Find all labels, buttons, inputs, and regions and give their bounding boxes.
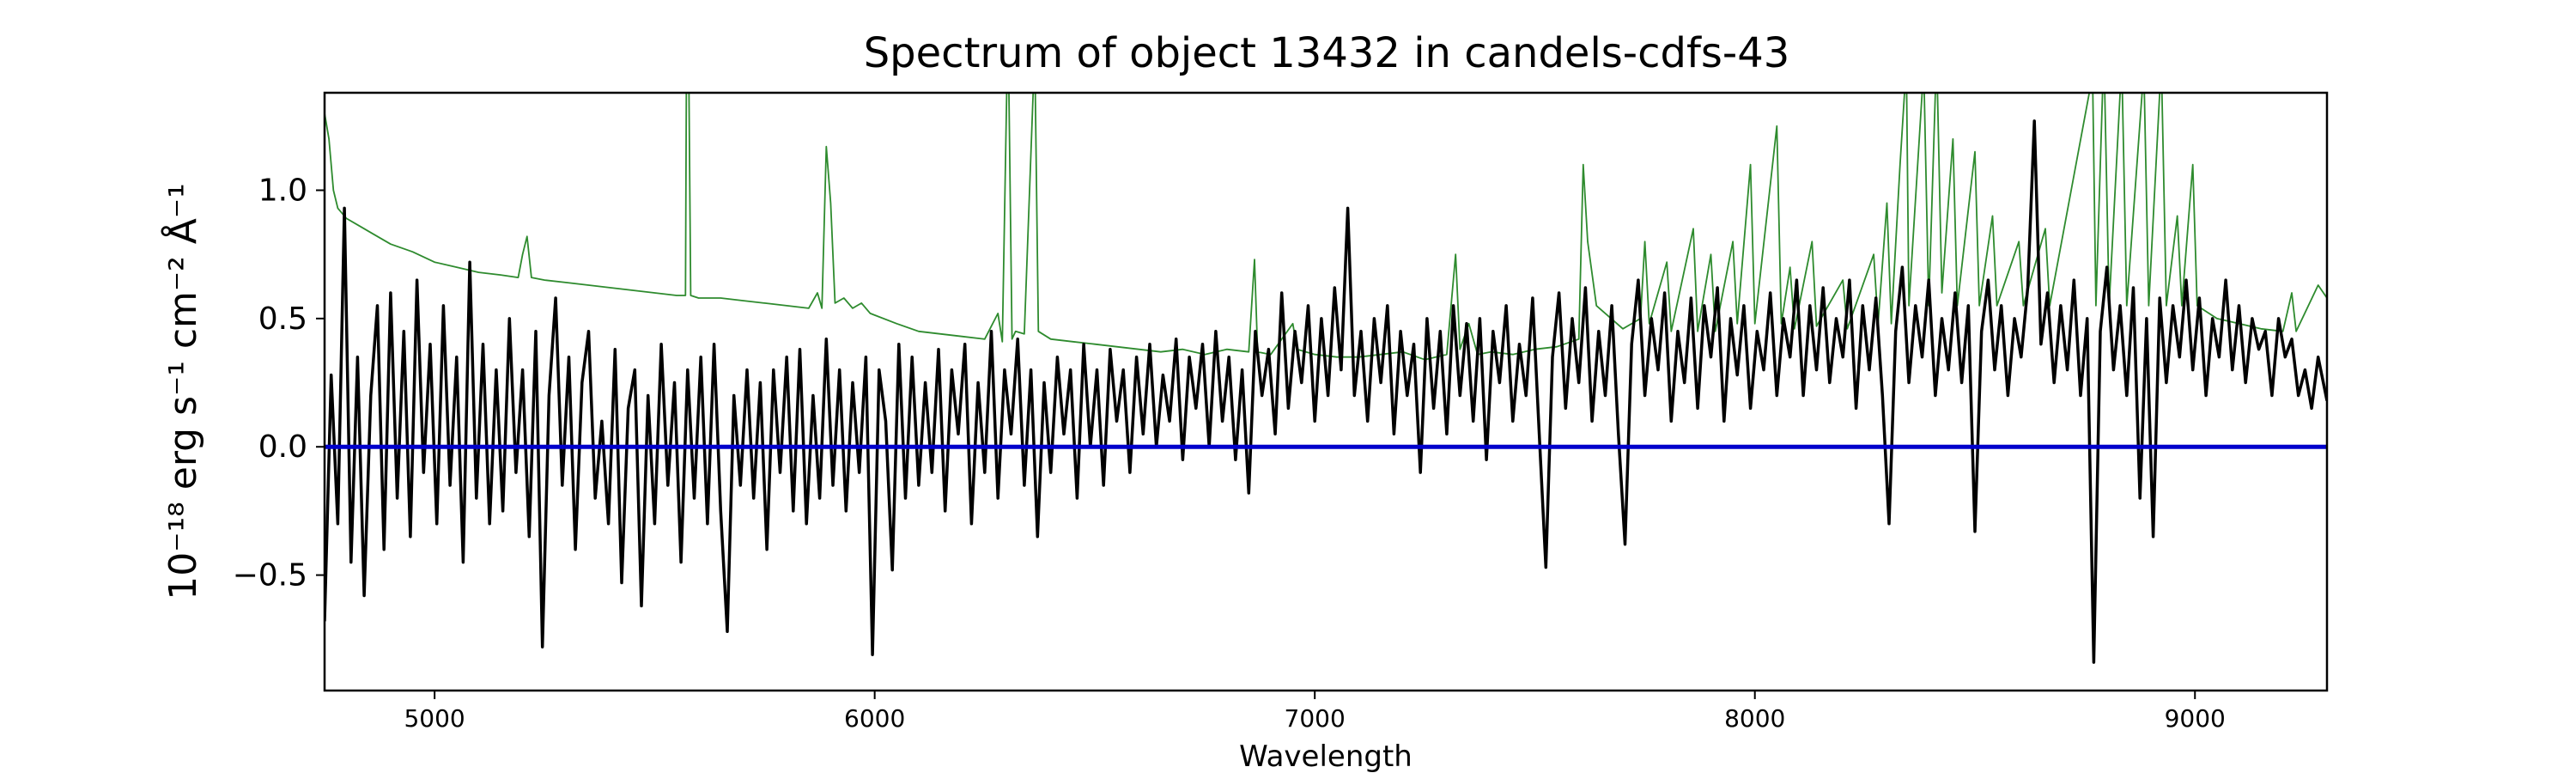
series-line-flux — [325, 119, 2327, 664]
x-axis: 5000 6000 7000 8000 9000 — [404, 691, 2226, 733]
y-tick-label: 0.5 — [258, 301, 307, 337]
y-tick-label: 0.0 — [258, 429, 307, 465]
y-tick-label: 1.0 — [258, 173, 307, 209]
y-axis: −0.5 0.0 0.5 1.0 — [233, 173, 325, 593]
series-line-error — [325, 93, 2327, 361]
x-tick-label: 9000 — [2165, 704, 2226, 733]
series-layer — [325, 93, 2327, 664]
x-axis-label: Wavelength — [1239, 740, 1413, 773]
x-tick-label: 8000 — [1724, 704, 1785, 733]
chart-title: Spectrum of object 13432 in candels-cdfs… — [864, 29, 1790, 77]
y-axis-label: 10⁻¹⁸ erg s⁻¹ cm⁻² Å⁻¹ — [160, 183, 205, 600]
x-tick-label: 5000 — [404, 704, 465, 733]
x-tick-label: 6000 — [844, 704, 905, 733]
y-tick-label: −0.5 — [233, 558, 307, 593]
plot-frame — [323, 91, 2329, 692]
x-tick-label: 7000 — [1285, 704, 1346, 733]
plot-area — [323, 91, 2329, 692]
